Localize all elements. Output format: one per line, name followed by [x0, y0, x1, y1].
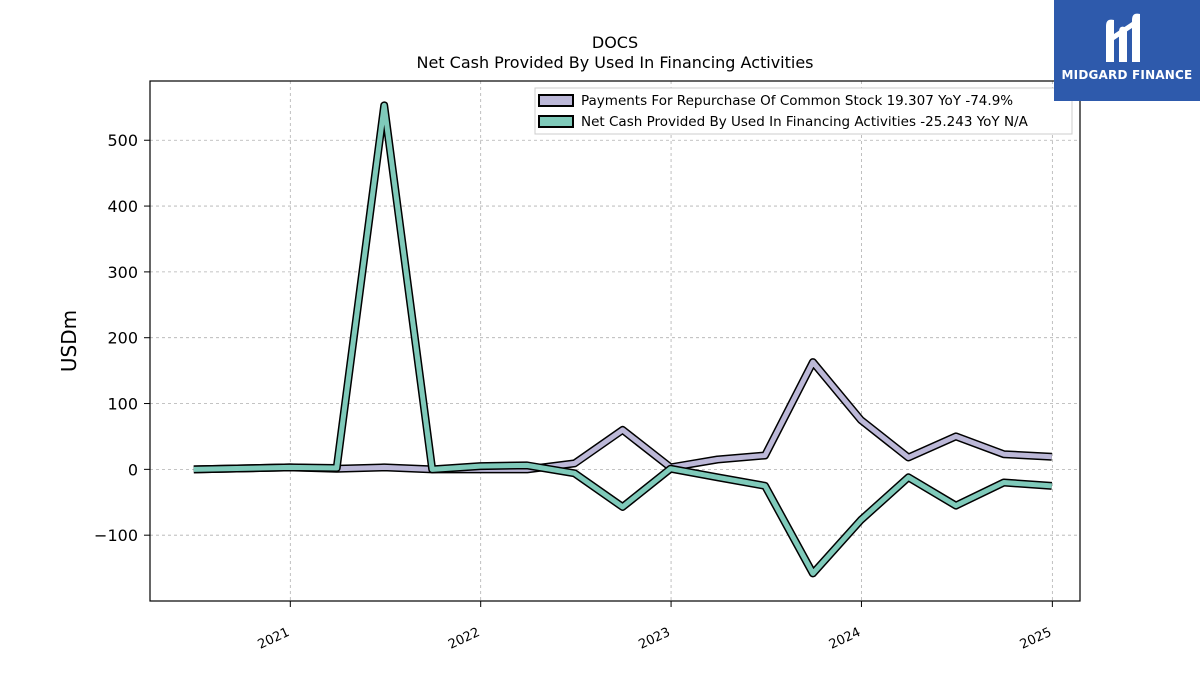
- x-tick-label: 2024: [827, 625, 863, 653]
- legend[interactable]: Payments For Repurchase Of Common Stock …: [534, 87, 1073, 135]
- y-tick-label: 200: [107, 329, 138, 348]
- legend-swatch-repurchase: [538, 94, 574, 107]
- y-tick-label: 500: [107, 131, 138, 150]
- chart-subtitle: Net Cash Provided By Used In Financing A…: [416, 53, 813, 72]
- brand-name: MIDGARD FINANCE: [1061, 68, 1193, 82]
- legend-label-financing: Net Cash Provided By Used In Financing A…: [581, 114, 1029, 130]
- legend-label-repurchase: Payments For Repurchase Of Common Stock …: [581, 93, 1013, 109]
- midgard-logo-icon: [1106, 13, 1140, 63]
- series-line-0: [193, 359, 1052, 472]
- y-tick-label: 400: [107, 197, 138, 216]
- axis-ticks: −100 0 100 200 300 400 500 2021 2022 2023 2024 2025: [94, 131, 1054, 652]
- legend-box: [534, 87, 1073, 135]
- x-tick-label: 2021: [256, 625, 292, 653]
- grid: [150, 81, 1080, 601]
- y-tick-label: 100: [107, 395, 138, 414]
- y-axis-label: USDm: [57, 310, 81, 372]
- brand-logo: MIDGARD FINANCE: [1054, 0, 1200, 101]
- series-layer: [193, 101, 1053, 578]
- x-tick-label: 2023: [636, 625, 672, 653]
- y-tick-label: 300: [107, 263, 138, 282]
- series-line-1: [193, 102, 1052, 576]
- x-tick-label: 2022: [446, 625, 482, 653]
- x-tick-label: 2025: [1018, 625, 1054, 653]
- chart-title: DOCS: [592, 33, 638, 52]
- legend-swatch-financing: [538, 115, 574, 128]
- series-outline-1: [193, 101, 1053, 578]
- y-tick-label: 0: [128, 460, 138, 479]
- y-tick-label: −100: [94, 526, 138, 545]
- plot-frame: [149, 80, 1081, 602]
